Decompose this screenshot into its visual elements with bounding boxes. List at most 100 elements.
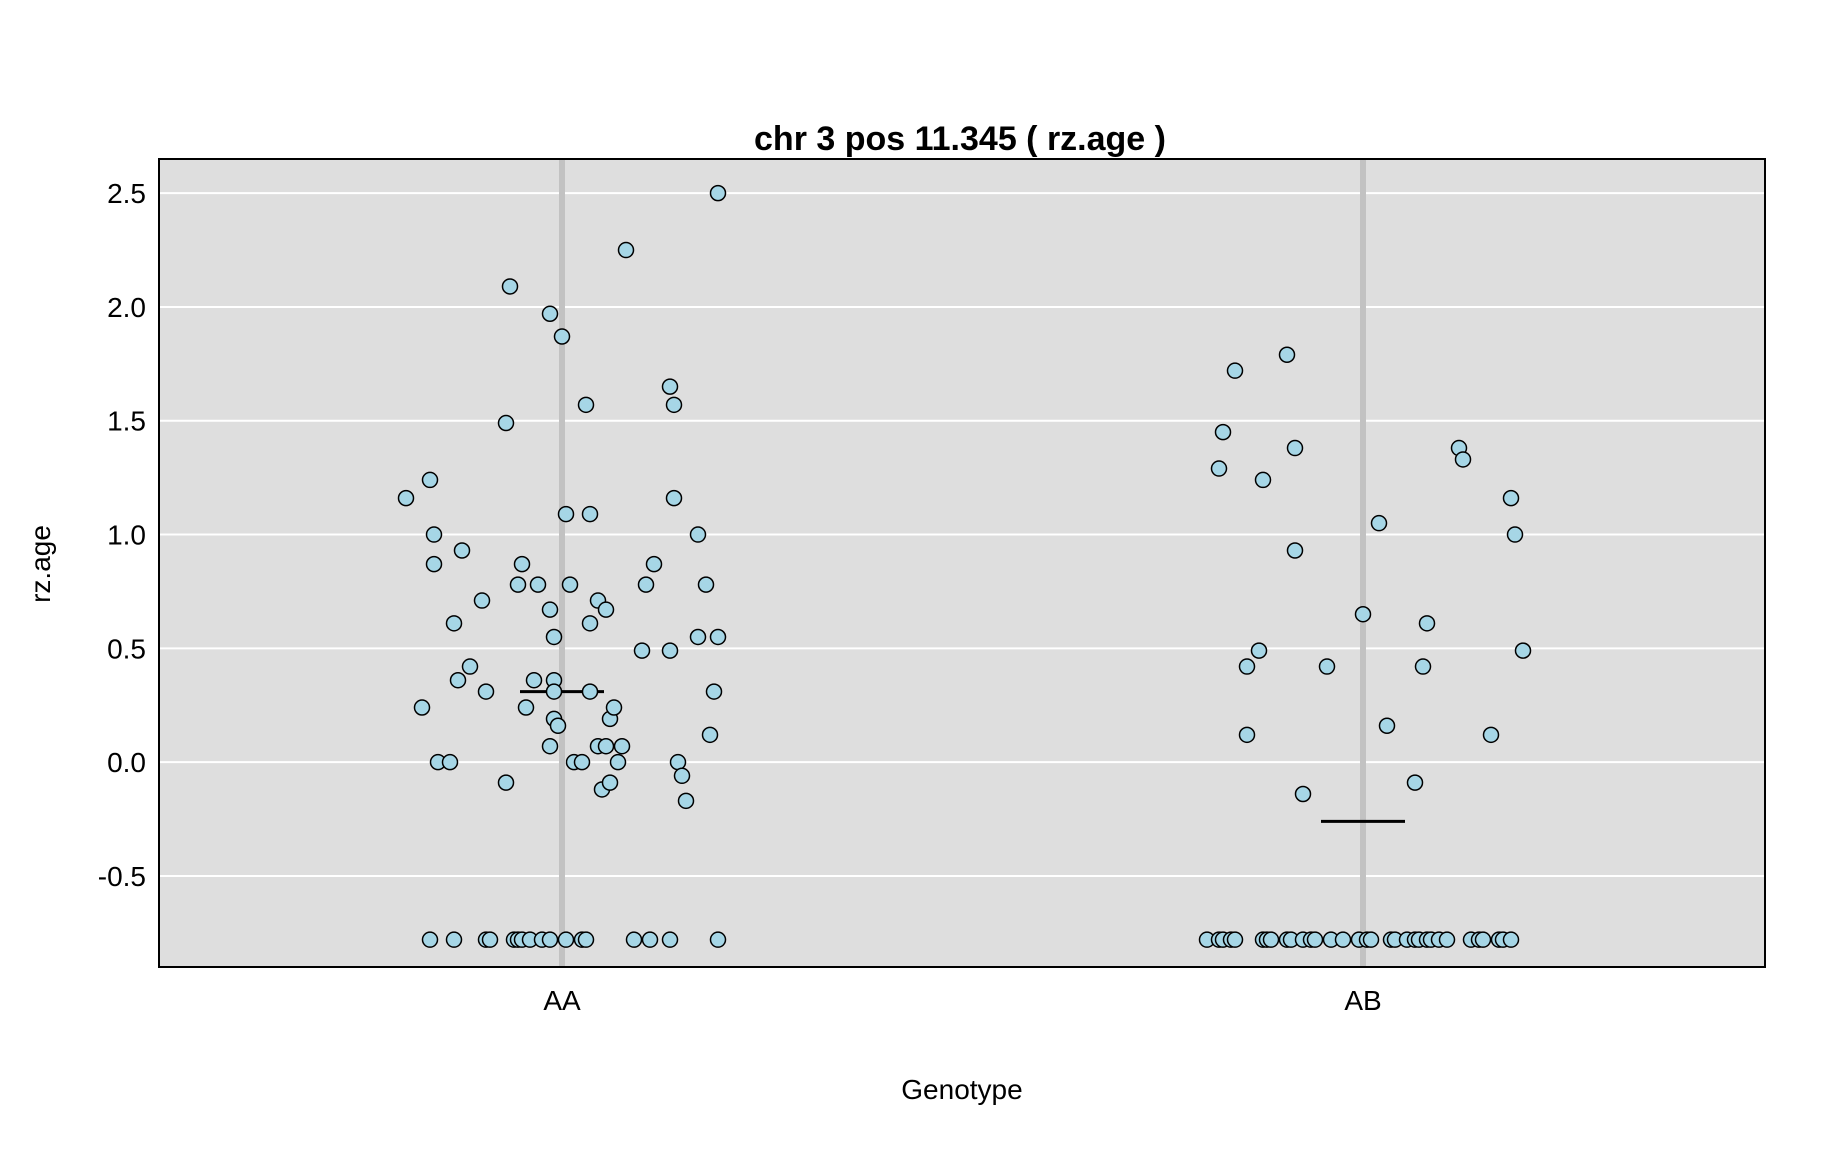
data-point bbox=[1210, 460, 1228, 477]
data-point bbox=[677, 792, 695, 810]
data-point bbox=[617, 241, 635, 259]
data-point bbox=[613, 737, 631, 755]
data-point bbox=[661, 378, 679, 395]
data-point bbox=[701, 726, 719, 744]
plot-border bbox=[158, 158, 1766, 968]
data-point bbox=[709, 184, 727, 202]
y-axis-title: rz.age bbox=[25, 525, 56, 603]
data-point bbox=[477, 683, 495, 700]
data-point bbox=[425, 555, 443, 573]
data-point bbox=[1454, 451, 1472, 468]
data-point bbox=[673, 767, 691, 785]
data-point bbox=[561, 576, 579, 593]
data-points bbox=[397, 184, 1532, 948]
data-point bbox=[1506, 526, 1524, 543]
data-point bbox=[445, 931, 463, 948]
data-point bbox=[601, 774, 619, 791]
data-point bbox=[645, 555, 663, 573]
data-point bbox=[557, 931, 575, 948]
x-tick-label: AA bbox=[543, 985, 581, 1016]
data-point bbox=[665, 489, 683, 507]
data-point bbox=[1226, 931, 1244, 948]
y-tick-label: 2.0 bbox=[107, 292, 146, 323]
data-point bbox=[1250, 642, 1268, 659]
data-point bbox=[449, 671, 467, 689]
data-point bbox=[1254, 471, 1272, 489]
data-point bbox=[1502, 489, 1520, 507]
data-point bbox=[461, 658, 479, 675]
data-point bbox=[509, 576, 527, 593]
data-point bbox=[1318, 658, 1336, 675]
y-tick-label: 1.5 bbox=[107, 406, 146, 437]
data-point bbox=[541, 305, 559, 323]
data-point bbox=[529, 576, 547, 593]
data-point bbox=[1238, 658, 1256, 675]
data-point bbox=[1474, 931, 1492, 948]
data-point bbox=[545, 628, 563, 646]
data-point bbox=[1226, 362, 1244, 379]
y-tick-label: 1.0 bbox=[107, 520, 146, 551]
data-point bbox=[501, 278, 519, 295]
data-point bbox=[665, 396, 683, 414]
data-point bbox=[609, 753, 627, 771]
data-point bbox=[541, 601, 559, 618]
data-point bbox=[1306, 931, 1324, 948]
data-point bbox=[1278, 346, 1296, 363]
data-point bbox=[641, 931, 659, 948]
data-point bbox=[557, 505, 575, 523]
data-point bbox=[709, 628, 727, 646]
data-point bbox=[1502, 931, 1520, 948]
data-point bbox=[453, 542, 471, 559]
data-point bbox=[689, 628, 707, 646]
y-tick-labels: -0.5 0.0 0.5 1.0 1.5 2.0 2.5 bbox=[98, 178, 146, 892]
data-point bbox=[525, 671, 543, 689]
data-point bbox=[397, 489, 415, 507]
data-point bbox=[637, 576, 655, 593]
data-point bbox=[1514, 642, 1532, 659]
data-point bbox=[661, 642, 679, 659]
data-point bbox=[481, 931, 499, 948]
data-point bbox=[441, 753, 459, 771]
y-tick-label: 0.0 bbox=[107, 747, 146, 778]
data-point bbox=[421, 931, 439, 948]
data-point bbox=[573, 753, 591, 771]
data-point bbox=[581, 615, 599, 632]
data-point bbox=[1406, 774, 1424, 791]
y-tick-label: 2.5 bbox=[107, 178, 146, 209]
data-point bbox=[425, 526, 443, 543]
data-point bbox=[1418, 615, 1436, 632]
data-point bbox=[581, 683, 599, 700]
plot-panel bbox=[159, 159, 1765, 967]
x-tick-labels: AA AB bbox=[543, 985, 1381, 1016]
data-point bbox=[1214, 423, 1232, 441]
data-point bbox=[517, 699, 535, 716]
data-point bbox=[445, 615, 463, 632]
data-point bbox=[1286, 439, 1304, 457]
data-point bbox=[1378, 717, 1396, 734]
data-point bbox=[1286, 542, 1304, 559]
data-point bbox=[497, 414, 515, 432]
data-point bbox=[705, 683, 723, 700]
data-point bbox=[605, 699, 623, 716]
x-tick-label: AB bbox=[1344, 985, 1381, 1016]
data-point bbox=[553, 328, 571, 345]
category-center-lines bbox=[559, 159, 1366, 967]
data-point bbox=[1362, 931, 1380, 948]
data-point bbox=[577, 396, 595, 414]
data-point bbox=[1370, 514, 1388, 532]
data-point bbox=[413, 699, 431, 716]
data-point bbox=[697, 576, 715, 593]
data-point bbox=[661, 931, 679, 948]
data-point bbox=[497, 774, 515, 791]
data-point bbox=[541, 737, 559, 755]
data-point bbox=[581, 505, 599, 523]
data-point bbox=[597, 737, 615, 755]
data-point bbox=[1354, 605, 1372, 623]
data-point bbox=[709, 931, 727, 948]
data-point bbox=[625, 931, 643, 948]
data-point bbox=[1262, 931, 1280, 948]
data-point bbox=[1482, 726, 1500, 744]
data-point bbox=[1438, 931, 1456, 948]
data-point bbox=[597, 601, 615, 618]
chart-title: chr 3 pos 11.345 ( rz.age ) bbox=[754, 120, 1166, 158]
